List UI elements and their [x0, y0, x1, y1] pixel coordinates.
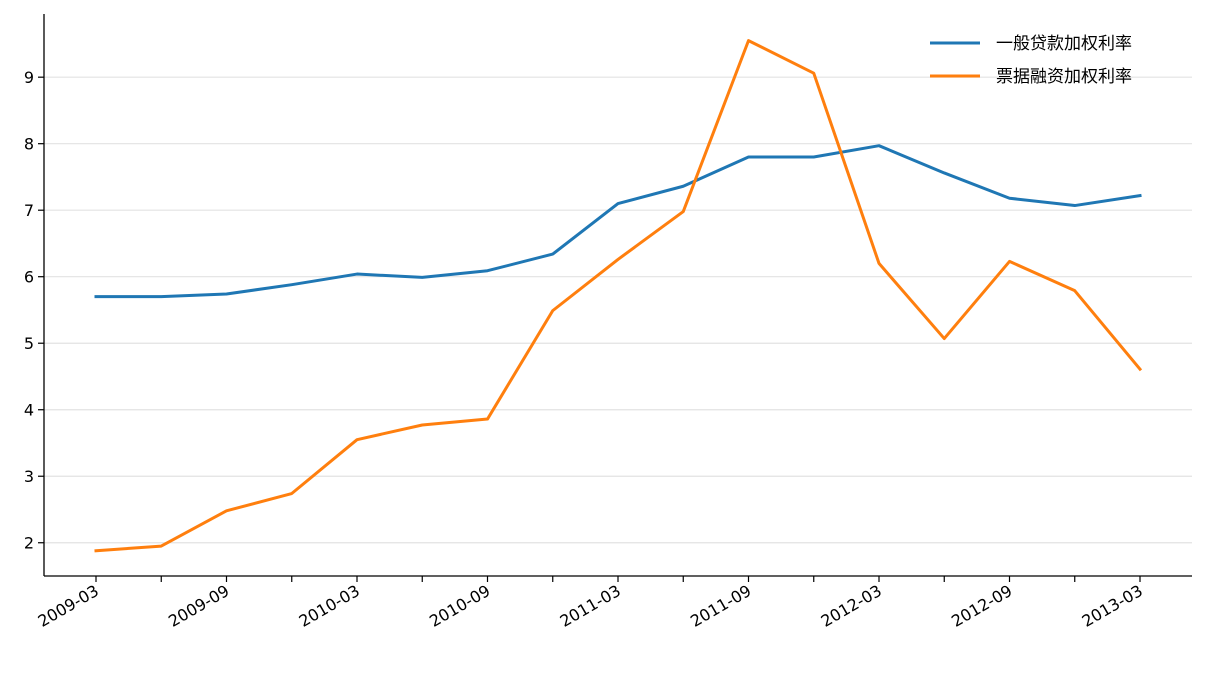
- y-tick-label: 2: [24, 534, 34, 553]
- y-tick-label: 3: [24, 467, 34, 486]
- x-tick-label: 2010-03: [296, 581, 363, 631]
- y-tick-label: 6: [24, 268, 34, 287]
- y-tick-label: 8: [24, 135, 34, 154]
- x-tick-label: 2013-03: [1079, 581, 1146, 631]
- x-tick-label: 2009-09: [165, 581, 232, 631]
- legend-label-1: 一般贷款加权利率: [996, 34, 1132, 54]
- axes: 2 3 4 5 6 7 8 9 2009-03 2009-09 2010-03 2010-09 2011…: [24, 14, 1192, 631]
- x-tick-label: 2011-09: [687, 581, 754, 631]
- legend-label-2: 票据融资加权利率: [996, 67, 1132, 87]
- y-tick-label: 5: [24, 334, 34, 353]
- y-tick-label: 9: [24, 68, 34, 87]
- x-tick-label: 2012-09: [948, 581, 1015, 631]
- y-tick-label: 7: [24, 201, 34, 220]
- x-tick-label: 2010-09: [426, 581, 493, 631]
- x-tick-label: 2009-03: [35, 581, 102, 631]
- x-tick-label: 2011-03: [557, 581, 624, 631]
- series-line-2: [94, 39, 1143, 553]
- x-tick-label: 2012-03: [818, 581, 885, 631]
- series-lines: [94, 39, 1143, 553]
- grid-lines: [44, 76, 1192, 544]
- y-tick-label: 4: [24, 401, 34, 420]
- series-line-1: [94, 144, 1142, 299]
